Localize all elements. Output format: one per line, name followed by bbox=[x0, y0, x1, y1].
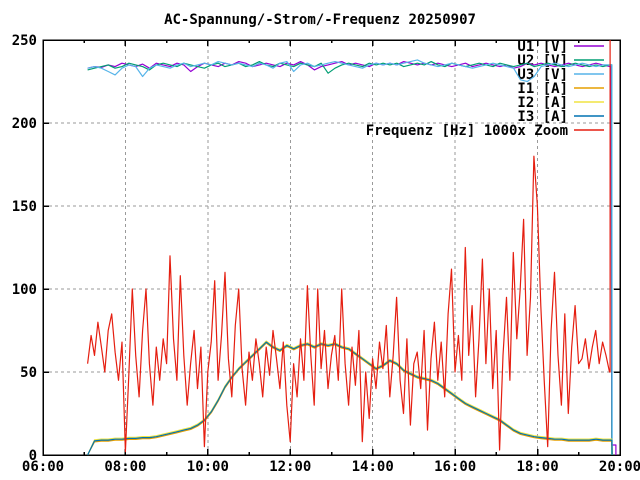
series-line-i1 bbox=[87, 342, 613, 456]
legend-label: U1 [V] bbox=[517, 39, 568, 55]
legend-label: Frequenz [Hz] 1000x Zoom bbox=[366, 123, 568, 139]
series-line-u3 bbox=[87, 59, 613, 456]
axis-layer: 06:00 08:00 10:00 12:00 14:00 16:00 18:00 20:00… bbox=[12, 33, 640, 475]
x-tick-label: 10:00 bbox=[187, 459, 229, 475]
series-line-i3 bbox=[87, 341, 613, 456]
series-line-u2 bbox=[87, 60, 613, 455]
series-line-frequenz bbox=[87, 40, 611, 453]
legend: U1 [V]U2 [V]U3 [V]I1 [A]I2 [A]I3 [A]Freq… bbox=[366, 39, 604, 139]
y-tick-label: 100 bbox=[12, 282, 37, 298]
x-tick-label: 12:00 bbox=[269, 459, 311, 475]
x-tick-label: 14:00 bbox=[352, 459, 394, 475]
y-tick-label: 0 bbox=[29, 448, 37, 464]
series-line-i2 bbox=[87, 340, 613, 456]
y-tick-label: 250 bbox=[12, 33, 37, 49]
series-layer bbox=[87, 40, 617, 456]
x-tick-label: 18:00 bbox=[516, 459, 558, 475]
y-tick-label: 200 bbox=[12, 116, 37, 132]
y-tick-label: 150 bbox=[12, 199, 37, 215]
legend-label: I2 [A] bbox=[517, 95, 568, 111]
y-tick-label: 50 bbox=[20, 365, 37, 381]
x-tick-label: 08:00 bbox=[104, 459, 146, 475]
legend-label: I1 [A] bbox=[517, 81, 568, 97]
x-tick-label: 06:00 bbox=[22, 459, 64, 475]
chart-title: AC-Spannung/-Strom/-Frequenz 20250907 bbox=[164, 12, 476, 28]
x-tick-label: 20:00 bbox=[599, 459, 640, 475]
grid-layer bbox=[43, 40, 620, 455]
legend-label: I3 [A] bbox=[517, 109, 568, 125]
x-tick-label: 16:00 bbox=[434, 459, 476, 475]
